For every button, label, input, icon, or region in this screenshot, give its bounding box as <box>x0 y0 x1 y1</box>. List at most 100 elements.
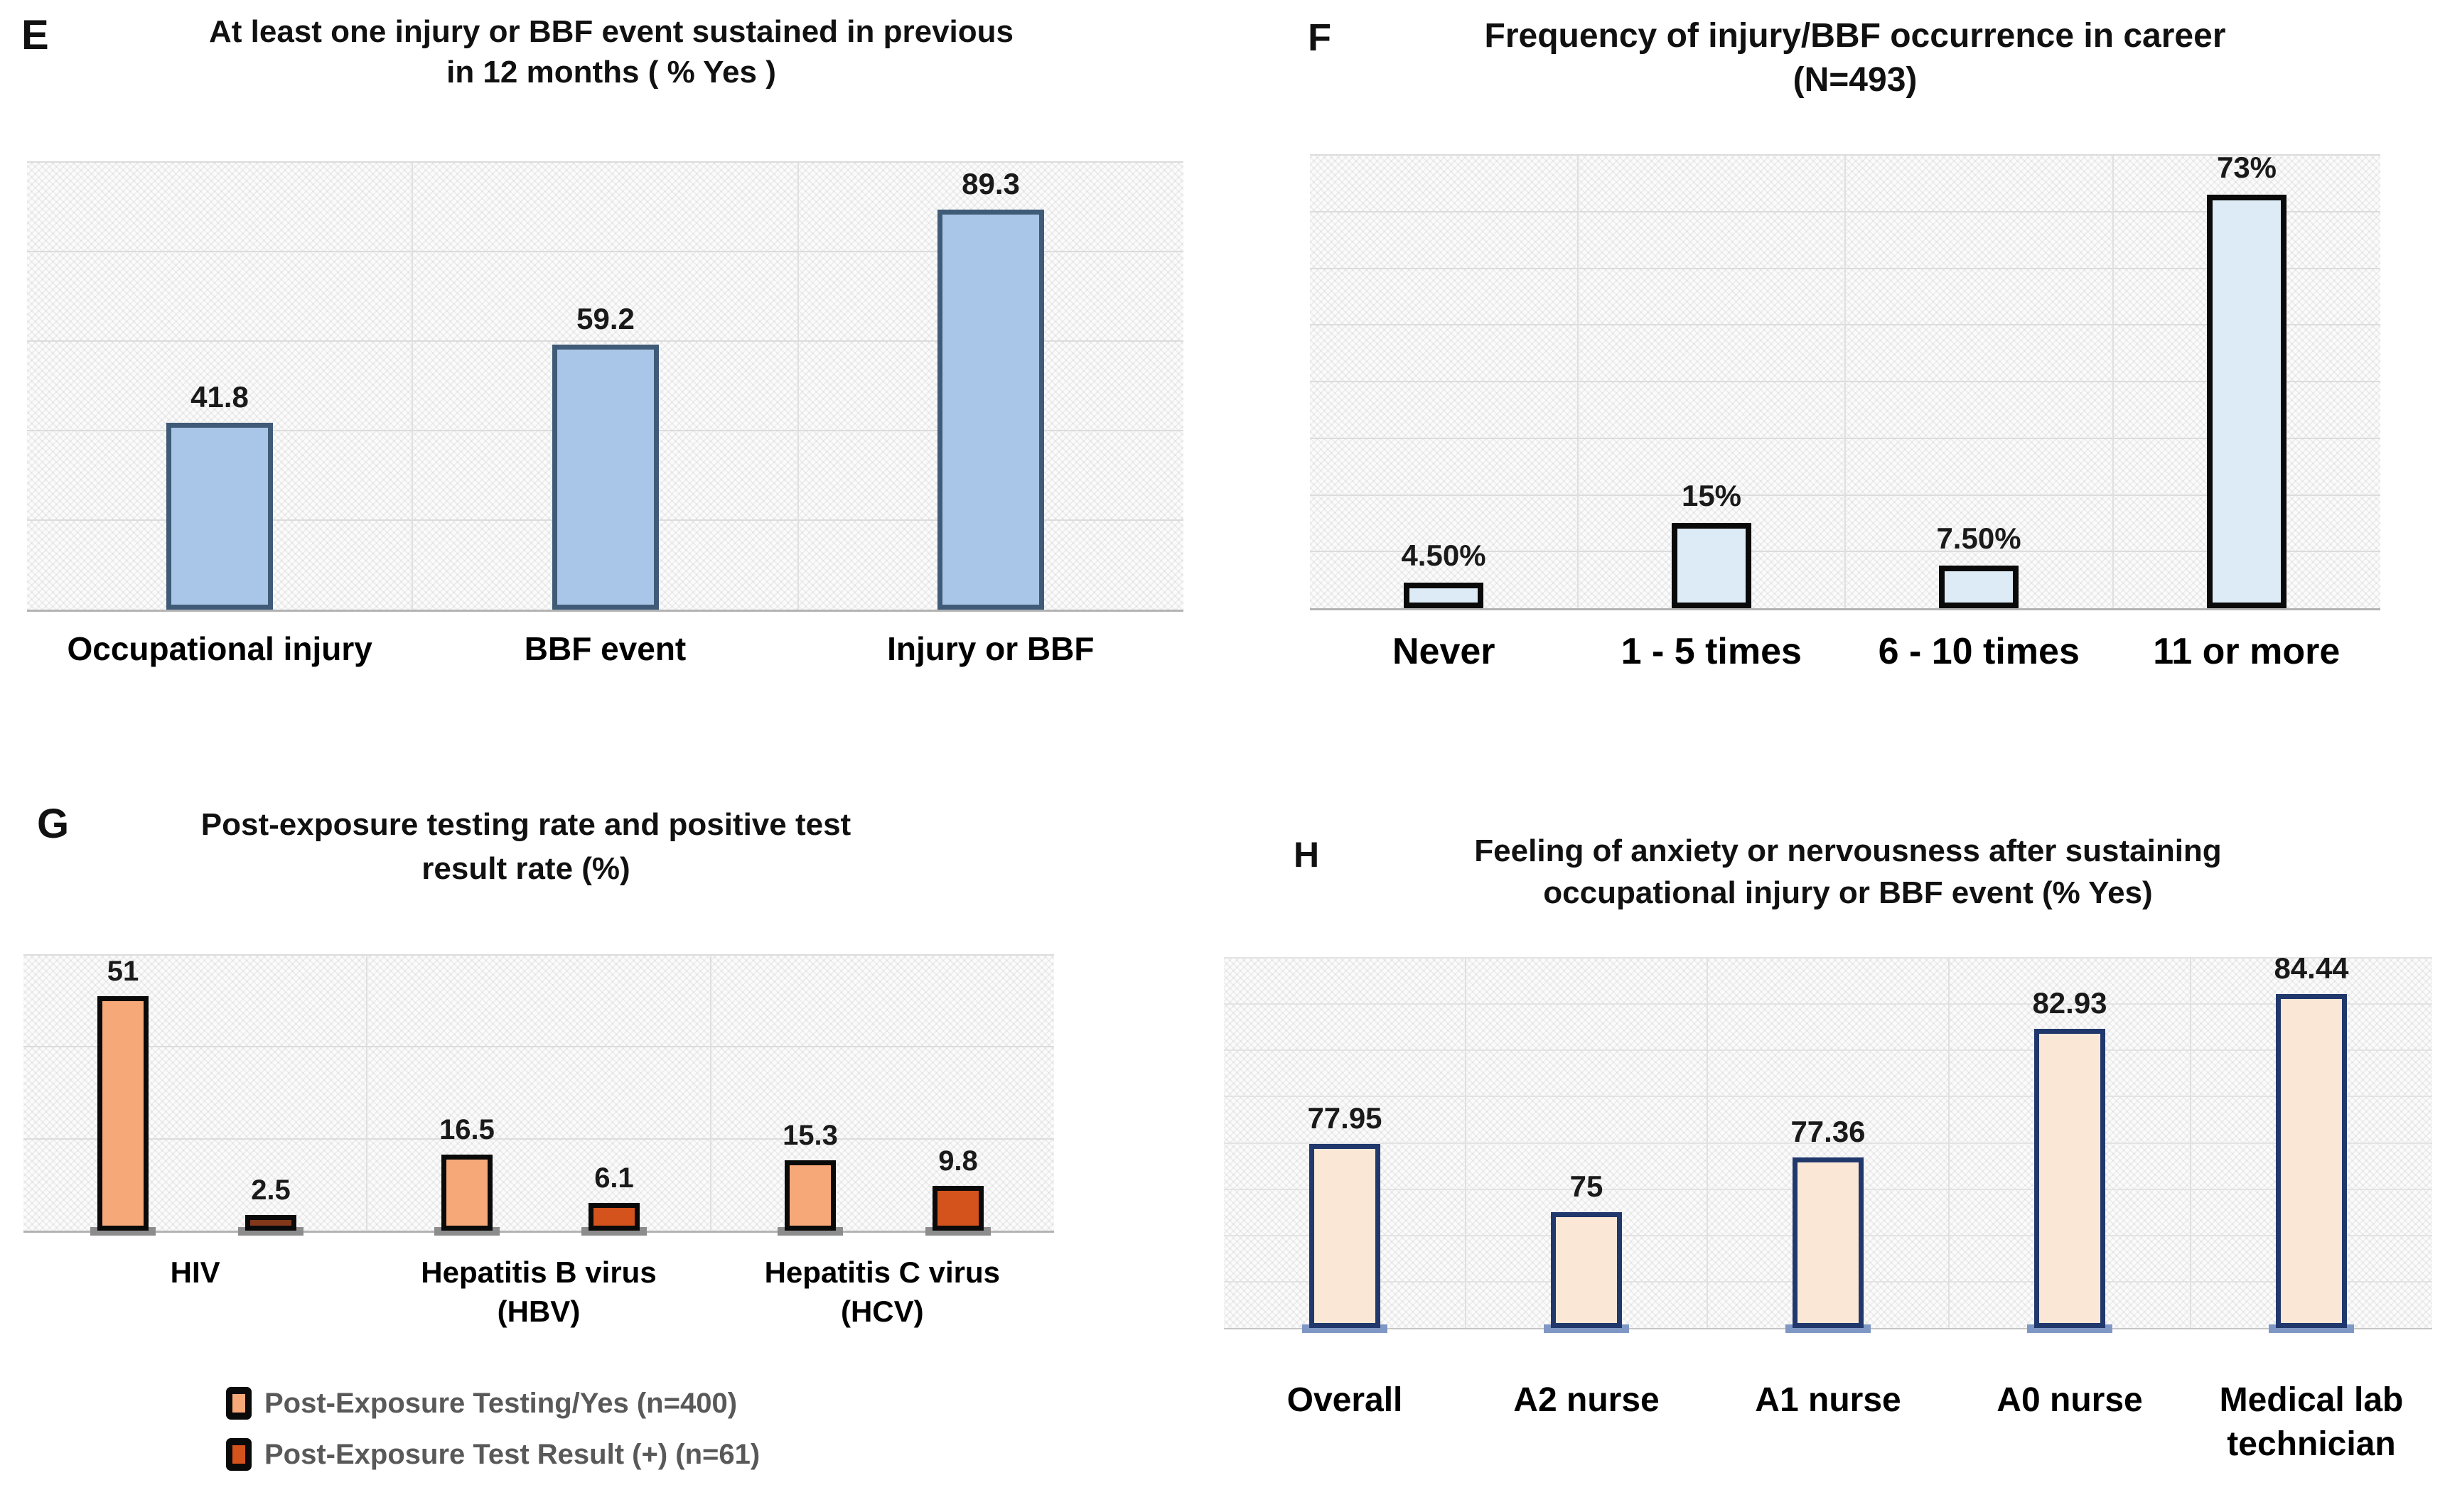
panel-letter-G: G <box>37 801 70 847</box>
bar-value-label: 73% <box>2216 151 2277 184</box>
category-label: Never <box>1310 628 1578 676</box>
gridline <box>23 1138 1054 1140</box>
panel-G: G Post-exposure testing rate and positiv… <box>0 756 1222 1512</box>
category-label-line: A2 nurse <box>1513 1381 1660 1419</box>
category-label-line: Overall <box>1286 1381 1403 1419</box>
title-line: Frequency of injury/BBF occurrence in ca… <box>1484 17 2226 55</box>
gridline <box>23 1046 1054 1048</box>
bar-E-2 <box>937 210 1044 610</box>
panel-letter-F: F <box>1308 16 1331 59</box>
category-separator <box>1576 155 1579 608</box>
legend-swatch-test-result-icon <box>226 1438 252 1471</box>
x-axis-labels-G: HIV Hepatitis B virus (HBV) Hepatitis C vir… <box>23 1253 1054 1331</box>
panel-letter-H: H <box>1294 835 1320 875</box>
chart-plot-area-H: 77.95 75 77.36 82.93 84.44 <box>1224 951 2432 1333</box>
chart-plot-area-F: 4.50% 15% 7.50% 73% <box>1310 151 2380 610</box>
chart-plot-area-G: 51 16.5 15.3 2.5 6.1 9.8 <box>23 954 1054 1236</box>
bar-value-label: 6.1 <box>594 1162 634 1194</box>
bar-value-label: 82.93 <box>2032 986 2107 1020</box>
bar-value-label: 4.50% <box>1401 539 1486 572</box>
category-separator <box>797 162 799 610</box>
bar-F-2 <box>1939 566 2019 608</box>
category-separator <box>1465 958 1466 1328</box>
bar-H-3 <box>2034 1029 2105 1328</box>
gridline <box>1224 1142 2432 1144</box>
category-label: A0 nurse <box>1949 1378 2191 1467</box>
bar-H-1 <box>1551 1212 1622 1328</box>
gridline <box>1224 1049 2432 1052</box>
category-label-line: BBF event <box>524 630 687 667</box>
panel-title-E: At least one injury or BBF event sustain… <box>121 11 1102 92</box>
bar-value-label: 59.2 <box>576 302 635 335</box>
category-separator <box>709 955 711 1231</box>
gridline <box>1224 957 2432 958</box>
category-label-line: Never <box>1392 631 1495 672</box>
category-label: A1 nurse <box>1707 1378 1949 1467</box>
bar-F-0 <box>1404 583 1483 608</box>
category-label: 11 or more <box>2113 628 2381 676</box>
title-line: Post-exposure testing rate and positive … <box>200 807 851 842</box>
bar-value-label: 75 <box>1569 1170 1603 1203</box>
category-label-line: Hepatitis C virus <box>764 1256 1001 1289</box>
bar-value-label: 15% <box>1681 479 1742 512</box>
bar-value-label: 16.5 <box>439 1114 495 1145</box>
x-axis-labels-E: Occupational injury BBF event Injury or BB… <box>27 628 1183 671</box>
category-separator <box>1948 958 1950 1328</box>
category-label: Injury or BBF <box>798 628 1183 671</box>
bar-G-2-s0 <box>785 1160 836 1231</box>
category-label-line: 11 or more <box>2153 631 2341 672</box>
category-label: A2 nurse <box>1466 1378 1707 1467</box>
gridline <box>23 954 1054 956</box>
category-label: Hepatitis B virus (HBV) <box>367 1253 710 1331</box>
bar-value-label: 2.5 <box>251 1174 291 1206</box>
bar-G-0-s0 <box>97 996 149 1231</box>
bar-F-3 <box>2207 195 2287 608</box>
legend-label: Post-Exposure Test Result (+) (n=61) <box>264 1438 761 1470</box>
panel-F: F Frequency of injury/BBF occurrence in … <box>1222 0 2445 756</box>
title-line: At least one injury or BBF event sustain… <box>208 14 1014 49</box>
category-label: 6 - 10 times <box>1845 628 2113 676</box>
bar-H-0 <box>1309 1144 1380 1328</box>
bar-value-label: 77.36 <box>1790 1115 1866 1148</box>
category-label-line: Injury or BBF <box>887 630 1095 667</box>
category-label: Occupational injury <box>27 628 412 671</box>
category-label-line: Hepatitis B virus <box>421 1256 657 1289</box>
panel-H: H Feeling of anxiety or nervousness afte… <box>1222 756 2445 1512</box>
bar-G-0-s1 <box>245 1215 296 1231</box>
bar-value-label: 15.3 <box>783 1120 838 1151</box>
bar-G-1-s1 <box>589 1203 640 1231</box>
category-label: Medical lab technician <box>2191 1378 2432 1467</box>
category-label-line: Occupational injury <box>67 630 372 667</box>
category-label: Hepatitis C virus (HCV) <box>711 1253 1054 1331</box>
category-label-line: A0 nurse <box>1997 1381 2143 1419</box>
chart-plot-area-E: 41.8 59.2 89.3 <box>27 161 1183 612</box>
bar-value-label: 84.44 <box>2274 951 2349 985</box>
title-line: occupational injury or BBF event (% Yes) <box>1543 875 2153 911</box>
category-label-line: (HCV) <box>840 1294 924 1328</box>
bar-value-label: 9.8 <box>938 1145 978 1177</box>
category-separator <box>366 955 368 1231</box>
category-separator <box>2112 155 2114 608</box>
category-label-line: A1 nurse <box>1755 1381 1901 1419</box>
title-line: result rate (%) <box>421 850 630 886</box>
panel-title-G: Post-exposure testing rate and positive … <box>85 803 967 890</box>
category-label-line: 1 - 5 times <box>1621 631 1802 672</box>
bar-G-1-s0 <box>441 1155 493 1231</box>
bar-G-2-s1 <box>933 1186 984 1231</box>
bar-value-label: 77.95 <box>1307 1101 1382 1135</box>
category-label: BBF event <box>412 628 797 671</box>
bar-H-2 <box>1793 1157 1864 1328</box>
gridline <box>1224 1003 2432 1005</box>
bar-value-label: 51 <box>107 956 139 987</box>
bar-F-1 <box>1672 523 1751 608</box>
legend: Post-Exposure Testing/Yes (n=400) Post-E… <box>226 1387 760 1471</box>
category-separator <box>1707 958 1708 1328</box>
legend-item-testing: Post-Exposure Testing/Yes (n=400) <box>226 1387 760 1420</box>
category-label: HIV <box>23 1253 367 1331</box>
bar-E-1 <box>552 345 659 610</box>
bar-H-4 <box>2276 994 2347 1328</box>
category-separator <box>1844 155 1846 608</box>
x-axis-labels-F: Never 1 - 5 times 6 - 10 times 11 or more <box>1310 628 2380 676</box>
category-label-line: 6 - 10 times <box>1878 631 2080 672</box>
bar-E-0 <box>166 423 273 610</box>
